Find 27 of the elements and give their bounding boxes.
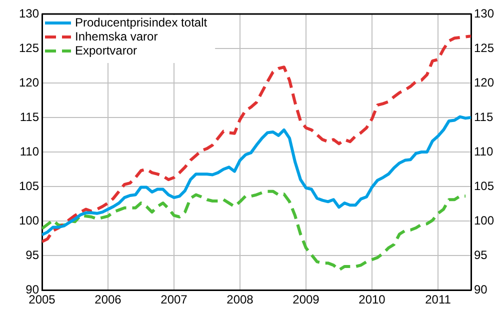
x-tick-label: 2010: [358, 292, 386, 307]
line-series: [42, 190, 467, 272]
x-tick-label: 2007: [160, 292, 188, 307]
y-tick-label: 120: [18, 75, 40, 90]
x-tick-label: 2011: [425, 292, 452, 307]
y-tick-label: 115: [20, 110, 40, 124]
y2-tick-label: 120: [474, 75, 494, 90]
y2-tick-label: 110: [474, 144, 494, 158]
y2-tick-label: 125: [474, 40, 494, 55]
y2-tick-label: 130: [474, 6, 494, 20]
y-tick-label: 125: [18, 40, 40, 55]
y-tick-label: 130: [18, 6, 40, 20]
y2-tick-label: 95: [474, 248, 488, 262]
y-tick-label: 110: [20, 144, 40, 158]
legend-label: Inhemska varor: [75, 29, 158, 44]
y2-tick-label: 115: [474, 110, 494, 124]
y2-tick-label: 105: [474, 178, 494, 193]
y-tick-label: 105: [18, 178, 40, 193]
legend-label: Exportvaror: [75, 43, 138, 58]
x-tick-label: 2009: [292, 292, 320, 307]
y2-tick-label: 90: [474, 282, 488, 296]
y-tick-label: 95: [26, 248, 40, 262]
y2-tick-label: 100: [474, 213, 494, 228]
legend-label: Producentprisindex totalt: [75, 15, 208, 30]
y-tick-label: 100: [18, 213, 40, 228]
x-tick-label: 2006: [94, 292, 122, 307]
x-tick-label: 2008: [226, 292, 254, 307]
